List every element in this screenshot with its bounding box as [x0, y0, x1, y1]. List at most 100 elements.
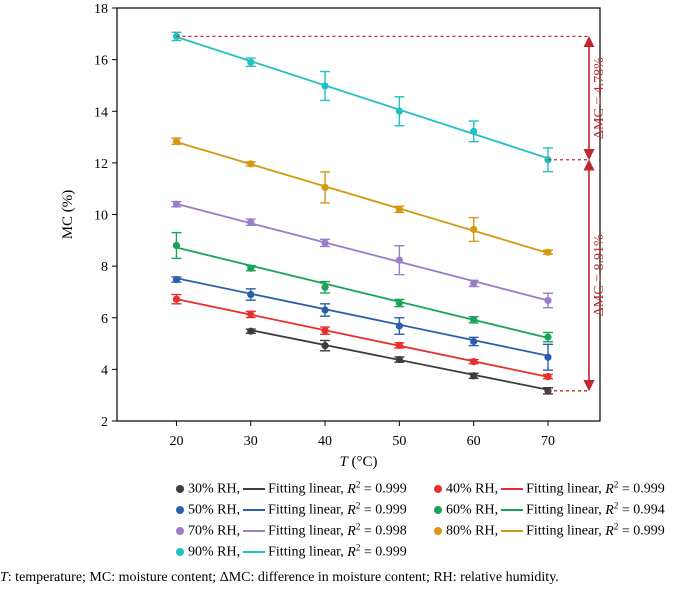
series-2: [171, 275, 553, 371]
data-point: [321, 82, 329, 90]
series-4: [171, 200, 553, 309]
data-point: [247, 310, 255, 318]
data-point: [247, 264, 255, 272]
y-tick-label: 4: [101, 363, 108, 378]
data-point: [470, 127, 478, 135]
data-point: [247, 218, 255, 226]
x-tick-label: 20: [169, 434, 183, 449]
legend-r-squared-value: 0.999: [375, 481, 407, 497]
x-axis-variable: T: [339, 454, 349, 470]
y-axis-label: MC (%): [60, 190, 76, 240]
data-point: [470, 225, 478, 234]
x-tick-label: 70: [541, 434, 555, 449]
legend-r-squared-value: 0.999: [633, 523, 665, 539]
data-point: [172, 32, 181, 40]
data-point: [247, 290, 255, 299]
legend-line: [501, 488, 524, 491]
series-1: [171, 293, 553, 381]
data-point: [544, 353, 552, 361]
y-tick-label: 16: [94, 54, 108, 69]
legend-r-squared-value: 0.999: [375, 502, 407, 518]
legend-row: 90% RH, Fitting linear, R2 = 0.999: [176, 537, 696, 560]
legend-r-squared-label: R2 =: [605, 479, 634, 497]
data-point: [321, 239, 329, 247]
legend-item: 80% RH, Fitting linear, R2 = 0.999: [434, 516, 692, 542]
y-tick-label: 6: [101, 312, 108, 327]
fit-line: [176, 203, 549, 302]
legend-series-name: 90% RH,: [188, 544, 241, 560]
legend-row: 30% RH, Fitting linear, R2 = 0.999 40% RH,…: [176, 474, 696, 497]
legend-row: 50% RH, Fitting linear, R2 = 0.999 60% RH,…: [176, 495, 696, 518]
data-point: [172, 200, 181, 208]
legend-line: [501, 530, 524, 533]
legend-item: 30% RH, Fitting linear, R2 = 0.999: [176, 474, 434, 500]
legend-r-squared-label: R2 =: [605, 500, 634, 518]
legend-fit-label: Fitting linear,: [526, 481, 606, 497]
legend-marker: [176, 506, 184, 515]
x-axis-unit: (°C): [348, 454, 378, 470]
fit-line: [176, 36, 549, 160]
y-tick-label: 8: [101, 260, 108, 275]
y-tick-label: 18: [94, 2, 108, 17]
series-0: [245, 327, 553, 395]
data-point: [544, 248, 552, 256]
legend-series-name: 40% RH,: [446, 481, 499, 497]
legend-fit-label: Fitting linear,: [268, 481, 348, 497]
legend-series-name: 80% RH,: [446, 523, 499, 539]
legend-item: 40% RH, Fitting linear, R2 = 0.999: [434, 474, 692, 500]
series-6: [171, 31, 553, 173]
x-tick-label: 30: [244, 434, 258, 449]
x-tick-label: 50: [392, 434, 406, 449]
legend-line: [243, 530, 266, 533]
data-point: [247, 58, 255, 66]
delta-mc-label: ΔMC = 8.91%: [592, 234, 607, 316]
x-tick-label: 60: [467, 434, 481, 449]
legend-marker: [434, 506, 442, 515]
figure-caption: T: temperature; MC: moisture content; ΔM…: [0, 570, 700, 586]
series-5: [171, 137, 553, 256]
legend-fit-label: Fitting linear,: [526, 502, 606, 518]
fit-line: [176, 277, 549, 357]
delta-mc-label: ΔMC = 4.78%: [592, 57, 607, 139]
legend-marker: [434, 485, 442, 494]
data-point: [247, 160, 255, 168]
legend-line: [243, 488, 266, 491]
legend-series-name: 50% RH,: [188, 502, 241, 518]
data-point: [321, 283, 329, 291]
legend-r-squared-label: R2 =: [605, 521, 634, 539]
data-point: [395, 299, 403, 307]
legend-marker: [176, 527, 184, 536]
y-tick-label: 2: [101, 415, 108, 430]
legend-fit-label: Fitting linear,: [268, 502, 348, 518]
legend-r-squared-value: 0.998: [375, 523, 407, 539]
data-point: [395, 205, 403, 213]
legend-row: 70% RH, Fitting linear, R2 = 0.998 80% RH,…: [176, 516, 696, 539]
data-point: [470, 358, 478, 366]
data-point: [395, 355, 403, 364]
y-tick-label: 12: [94, 157, 108, 172]
legend-item: 50% RH, Fitting linear, R2 = 0.999: [176, 495, 434, 521]
data-point: [321, 327, 329, 335]
caption-variable: T: [0, 570, 8, 585]
plot-frame: [116, 7, 601, 422]
legend-marker: [176, 485, 184, 494]
x-tick-label: 40: [318, 434, 332, 449]
data-point: [172, 295, 181, 303]
legend-line: [243, 551, 266, 554]
caption-text: : temperature; MC: moisture content; ΔMC…: [7, 570, 559, 585]
legend-series-name: 30% RH,: [188, 481, 241, 497]
data-point: [172, 137, 181, 145]
data-point: [395, 341, 403, 349]
legend-series-name: 70% RH,: [188, 523, 241, 539]
y-tick-label: 10: [94, 209, 108, 224]
legend-item: 90% RH, Fitting linear, R2 = 0.999: [176, 537, 434, 563]
data-point: [395, 256, 403, 264]
data-point: [544, 296, 552, 305]
data-point: [395, 107, 403, 115]
legend-r-squared-label: R2 =: [347, 500, 376, 518]
legend-item: 60% RH, Fitting linear, R2 = 0.994: [434, 495, 692, 521]
legend-r-squared-label: R2 =: [347, 479, 376, 497]
chart: 20 30 40 50 60 70 2 4 6 8 10 12 14 16 18 T (°C) MC (%) ΔM…: [60, 2, 607, 470]
data-point: [470, 372, 478, 380]
legend-r-squared-value: 0.994: [633, 502, 665, 518]
